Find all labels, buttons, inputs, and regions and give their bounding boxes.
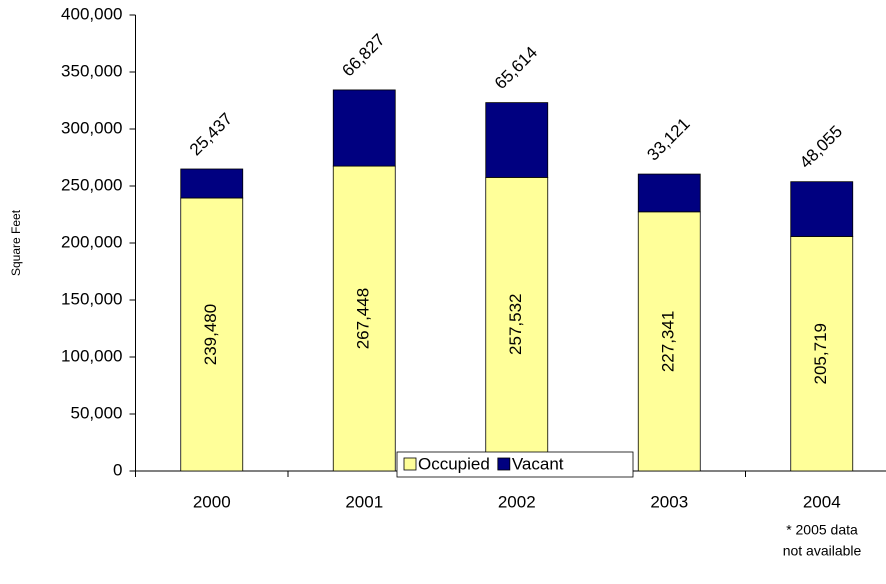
bar-segment bbox=[637, 211, 701, 472]
value-label: 65,614 bbox=[491, 43, 541, 93]
y-tick-label: 400,000 bbox=[61, 4, 122, 23]
x-tick-label: 2000 bbox=[193, 492, 231, 511]
bar-segment bbox=[790, 236, 854, 472]
bar-segment bbox=[485, 102, 549, 178]
x-tick-label: 2002 bbox=[498, 492, 536, 511]
y-tick-label: 200,000 bbox=[61, 232, 122, 251]
value-label: 205,719 bbox=[811, 323, 830, 384]
value-label: 257,532 bbox=[506, 293, 525, 354]
bar-segment bbox=[790, 181, 854, 237]
value-label: 239,480 bbox=[201, 304, 220, 365]
legend-swatch bbox=[403, 457, 417, 471]
y-tick-label: 300,000 bbox=[61, 118, 122, 137]
legend-label: Vacant bbox=[512, 454, 564, 473]
x-tick-label: 2001 bbox=[345, 492, 383, 511]
x-tick-label: 2003 bbox=[650, 492, 688, 511]
x-tick-label: 2004 bbox=[803, 492, 841, 511]
bar-segment bbox=[332, 165, 396, 472]
annotation: not available bbox=[783, 543, 862, 559]
value-label: 267,448 bbox=[354, 288, 373, 349]
legend-box bbox=[396, 451, 634, 478]
y-tick-label: 100,000 bbox=[61, 346, 122, 365]
value-label: 25,437 bbox=[186, 109, 236, 159]
y-tick-label: 50,000 bbox=[71, 403, 123, 422]
y-tick-label: 350,000 bbox=[61, 61, 122, 80]
annotation: * 2005 data bbox=[786, 522, 858, 538]
value-label: 227,341 bbox=[659, 311, 678, 372]
bar-segment bbox=[180, 197, 244, 472]
bar-segment bbox=[332, 89, 396, 167]
y-tick-label: 0 bbox=[113, 460, 122, 479]
value-label: 48,055 bbox=[796, 122, 846, 172]
y-tick-label: 150,000 bbox=[61, 289, 122, 308]
legend-label: Occupied bbox=[418, 454, 490, 473]
y-tick-label: 250,000 bbox=[61, 175, 122, 194]
bar-segment bbox=[637, 173, 701, 213]
value-label: 66,827 bbox=[338, 30, 388, 80]
value-label: 33,121 bbox=[643, 114, 693, 164]
legend-swatch bbox=[497, 457, 511, 471]
y-axis-label: Square Feet bbox=[9, 209, 23, 276]
bar-segment bbox=[180, 168, 244, 199]
